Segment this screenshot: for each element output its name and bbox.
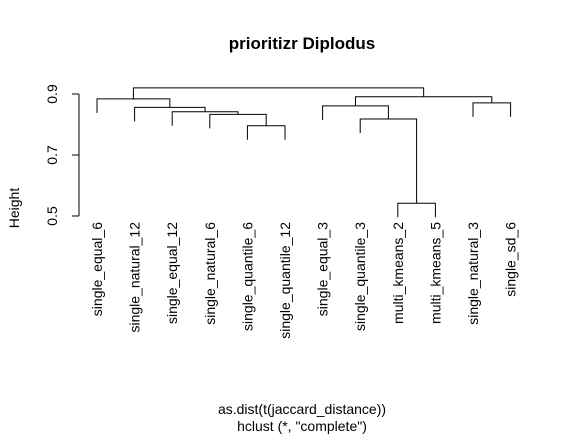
leaf-label: single_quantile_6	[239, 222, 255, 331]
dendrogram-merge-2	[210, 114, 266, 128]
leaf-label: single_natural_3	[465, 222, 481, 325]
y-tick-label: 0.5	[44, 206, 60, 226]
dendrogram-merge-3	[172, 112, 238, 126]
leaf-label: single_natural_12	[127, 222, 143, 333]
y-tick-label: 0.9	[44, 84, 60, 104]
dendrogram-merge-10	[356, 97, 492, 106]
y-axis: 0.5 0.7 0.9	[44, 84, 79, 226]
y-tick-label: 0.7	[44, 145, 60, 165]
chart-title: prioritizr Diplodus	[229, 34, 375, 53]
leaf-label: multi_kmeans_2	[390, 222, 406, 324]
leaf-label: single_sd_6	[503, 222, 519, 297]
leaf-label: single_equal_12	[164, 222, 180, 324]
leaf-labels: single_equal_6 single_natural_12 single_eq…	[89, 222, 519, 339]
leaf-label: single_natural_6	[202, 222, 218, 325]
dendrogram-merge-1	[247, 126, 285, 140]
x-axis-label: as.dist(t(jaccard_distance))	[218, 401, 386, 417]
dendrogram-merge-6	[360, 119, 416, 203]
dendrogram-merge-7	[473, 103, 511, 117]
dendrogram-merge-8	[323, 106, 389, 120]
dendrogram-merge-4	[135, 107, 206, 121]
dendrogram-merge-5	[398, 203, 436, 217]
leaf-label: single_equal_6	[89, 222, 105, 316]
leaf-label: single_quantile_12	[277, 222, 293, 339]
leaf-label: multi_kmeans_5	[427, 222, 443, 324]
dendrogram-branches	[97, 88, 511, 217]
leaf-label: single_equal_3	[315, 222, 331, 316]
leaf-label: single_quantile_3	[352, 222, 368, 331]
dendrogram-merge-9	[97, 99, 170, 113]
chart-subtitle: hclust (*, "complete")	[237, 418, 367, 434]
y-axis-label: Height	[6, 188, 22, 229]
